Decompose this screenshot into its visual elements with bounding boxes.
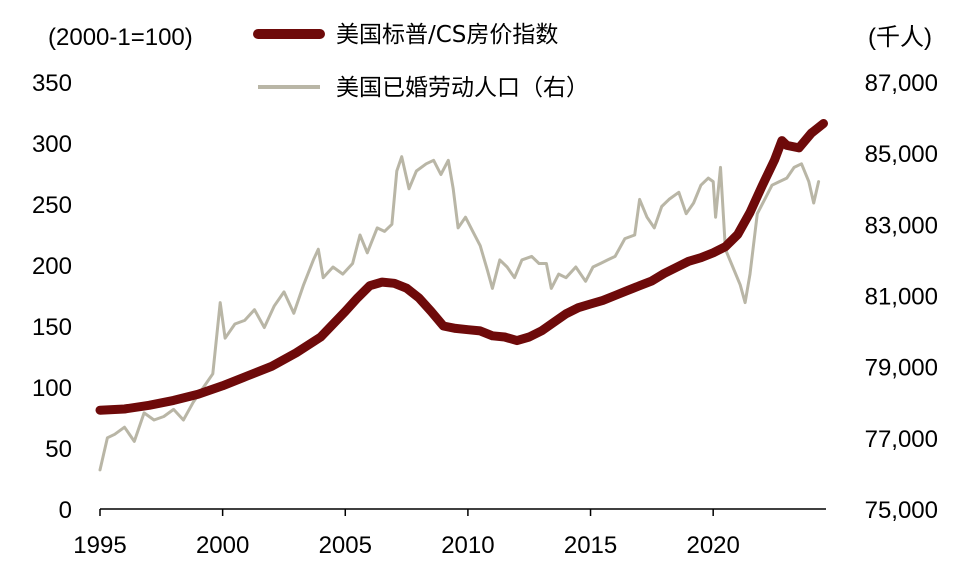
y-left-tick-label: 150 <box>32 314 72 341</box>
right-axis-unit-label: (千人) <box>868 24 932 51</box>
y-right-tick-label: 79,000 <box>865 355 938 382</box>
legend: 美国标普/CS房价指数 美国已婚劳动人口（右） <box>253 22 589 101</box>
series-line-house-price-index <box>95 119 828 415</box>
x-tick-label: 2015 <box>564 532 617 559</box>
legend-label-married-labor: 美国已婚劳动人口（右） <box>336 75 589 101</box>
x-tick-label: 2020 <box>686 532 739 559</box>
y-left-tick-label: 250 <box>32 192 72 219</box>
x-tick-label: 2010 <box>441 532 494 559</box>
y-right-tick-label: 77,000 <box>865 426 938 453</box>
x-tick-label: 2000 <box>196 532 249 559</box>
series-line-married-labor-force <box>98 155 821 472</box>
y-right-tick-label: 83,000 <box>865 212 938 239</box>
y-left-tick-label: 200 <box>32 253 72 280</box>
plot-area <box>95 119 828 472</box>
y-left-tick-label: 50 <box>45 436 72 463</box>
y-right-tick-label: 75,000 <box>865 497 938 524</box>
x-tick-label: 1995 <box>73 532 126 559</box>
y-right-tick-label: 81,000 <box>865 284 938 311</box>
axes: 1995 2000 2005 2010 2015 2020 0 50 100 150 200 250 3… <box>32 70 938 559</box>
x-tick-label: 2005 <box>319 532 372 559</box>
legend-label-house-price: 美国标普/CS房价指数 <box>336 22 558 48</box>
left-axis-unit-label: (2000-1=100) <box>48 24 193 51</box>
y-right-tick-label: 85,000 <box>865 141 938 168</box>
y-left-tick-label: 350 <box>32 70 72 97</box>
y-left-tick-label: 100 <box>32 375 72 402</box>
y-right-tick-label: 87,000 <box>865 70 938 97</box>
y-left-tick-label: 300 <box>32 131 72 158</box>
y-left-tick-label: 0 <box>59 497 72 524</box>
